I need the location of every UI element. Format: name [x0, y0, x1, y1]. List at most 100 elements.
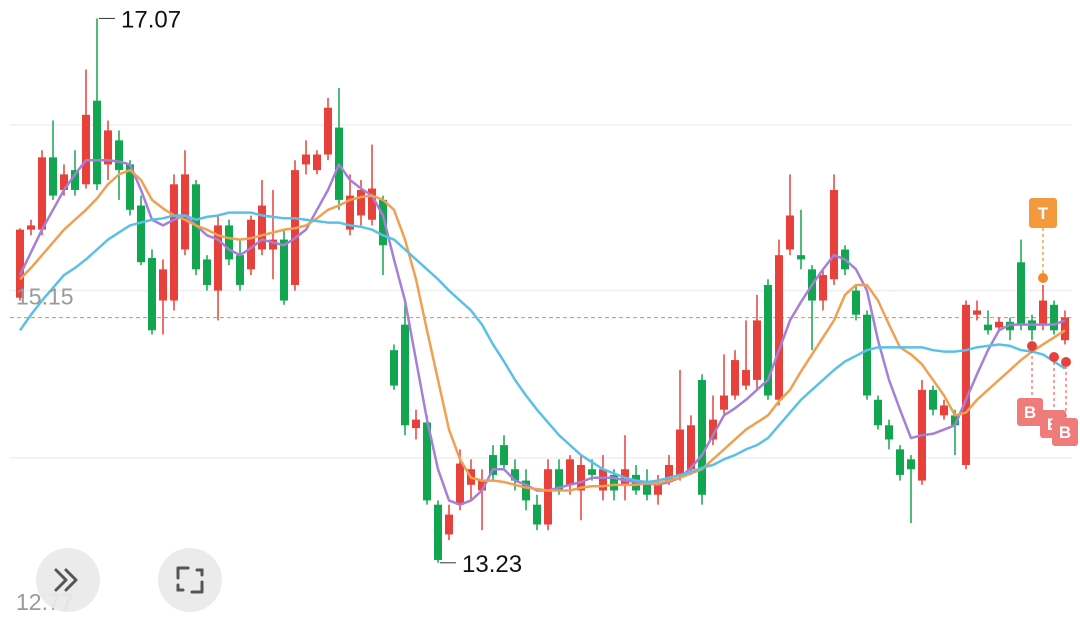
button-bg[interactable]: [158, 548, 222, 612]
candle-body: [379, 199, 387, 246]
candle-body: [368, 188, 376, 220]
signal-label: T: [1038, 204, 1049, 223]
candle-body: [148, 258, 156, 331]
y-tick-label: 15.15: [16, 284, 74, 310]
candle-body: [599, 469, 607, 491]
candle-body: [709, 419, 717, 440]
candle-body: [225, 225, 233, 260]
signal-badge[interactable]: [1029, 198, 1057, 228]
candle-body: [412, 419, 420, 429]
signal-label: B: [1024, 403, 1036, 422]
signal-dot: [1061, 357, 1071, 367]
candle-body: [236, 255, 244, 285]
candle-body: [82, 114, 90, 185]
candle-body: [313, 154, 321, 171]
candle-body: [797, 255, 805, 260]
signal-dot: [1038, 273, 1048, 283]
candle-body: [71, 170, 79, 190]
candle-body: [896, 449, 904, 475]
candle-body: [588, 469, 596, 475]
value-grid: [10, 289, 1072, 292]
candle-body: [819, 275, 827, 301]
candle-body: [324, 107, 332, 155]
candle-body: [852, 290, 860, 315]
fullscreen-button[interactable]: [158, 548, 222, 612]
candle-body: [181, 174, 189, 250]
candle-body: [533, 504, 541, 525]
candle-body: [401, 324, 409, 426]
candle-body: [731, 360, 739, 396]
candle-body: [522, 480, 530, 501]
candle-body: [665, 464, 673, 481]
candle-body: [555, 469, 563, 491]
signal-dot: [1027, 341, 1037, 351]
candle-body: [885, 425, 893, 440]
button-bg[interactable]: [36, 548, 100, 612]
signal-badge[interactable]: [1017, 398, 1043, 426]
candle-body: [456, 463, 464, 505]
candle-body: [775, 255, 783, 400]
signal-badge[interactable]: [1052, 418, 1078, 446]
candle-body: [874, 399, 882, 426]
candle-body: [1006, 321, 1014, 331]
moving-averages: [18, 158, 1066, 506]
moving-average-line: [19, 168, 1066, 492]
candle-body: [478, 480, 486, 491]
button-icon: [54, 568, 78, 592]
extreme-label: 13.23: [462, 551, 522, 578]
candle-body: [698, 379, 706, 495]
candle-body: [423, 422, 431, 501]
candle-body: [929, 389, 937, 410]
candle-body: [654, 484, 662, 495]
candle-body: [434, 504, 442, 560]
candle-body: [16, 229, 24, 298]
candle-body: [577, 464, 585, 491]
candle-body: [390, 350, 398, 386]
candle-body: [720, 395, 728, 410]
candle-body: [346, 195, 354, 230]
candle-body: [1017, 262, 1025, 325]
candle-body: [104, 130, 112, 165]
candle-body: [962, 304, 970, 465]
signal-markers: T B B B: [1017, 198, 1078, 446]
candle-body: [742, 369, 750, 386]
candle-body: [830, 189, 838, 280]
candle-body: [500, 445, 508, 465]
candle-body: [1050, 304, 1058, 331]
candle-body: [280, 239, 288, 301]
candle-body: [203, 259, 211, 285]
candle-body: [676, 429, 684, 475]
candle-body: [1061, 317, 1069, 341]
signal-dot: [1049, 352, 1059, 362]
candle-body: [49, 157, 57, 196]
candle-body: [1039, 300, 1047, 325]
candle-body: [984, 324, 992, 331]
signal-label: B: [1059, 423, 1071, 442]
candle-body: [995, 321, 1003, 328]
candle-body: [93, 100, 101, 185]
candle-body: [489, 455, 497, 475]
candle-body: [753, 320, 761, 380]
button-icon: [176, 568, 204, 592]
extreme-label: 17.07: [121, 6, 181, 33]
candle-body: [247, 219, 255, 270]
candle-body: [511, 469, 519, 481]
candle-body: [566, 459, 574, 485]
candle-body: [214, 225, 222, 291]
candle-body: [27, 225, 35, 230]
moving-average-line: [18, 211, 1066, 484]
candle-body: [302, 154, 310, 165]
candle-body: [687, 425, 695, 470]
candle-body: [137, 205, 145, 263]
candle-body: [126, 164, 134, 210]
candle-body: [643, 480, 651, 495]
candle-body: [544, 469, 552, 525]
expand-button[interactable]: [36, 548, 100, 612]
candle-body: [973, 310, 981, 315]
candle-body: [269, 239, 277, 250]
candle-body: [907, 459, 915, 470]
candle-body: [940, 405, 948, 416]
candle-body: [38, 157, 46, 230]
candle-body: [170, 184, 178, 301]
